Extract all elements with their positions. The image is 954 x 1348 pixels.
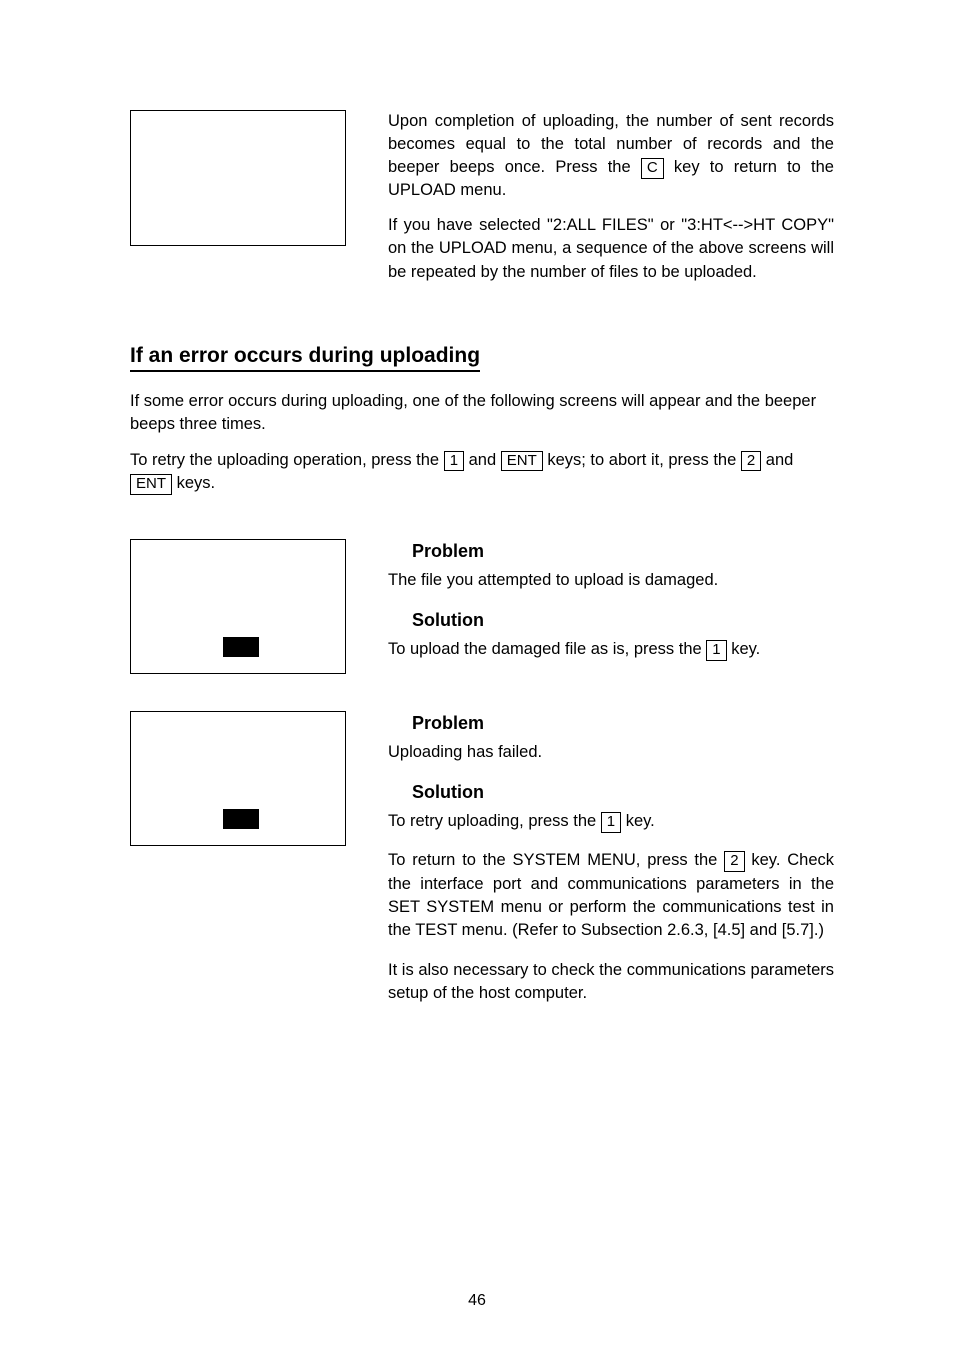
text: To return to the SYSTEM MENU, press the <box>388 851 724 869</box>
text: keys. <box>172 474 215 492</box>
case-2-row: Problem Uploading has failed. Solution T… <box>130 711 834 1021</box>
case-1-row: Problem The file you attempted to upload… <box>130 539 834 677</box>
text: and <box>464 451 501 469</box>
top-para-1: Upon completion of uploading, the number… <box>388 110 834 202</box>
intro-block: If some error occurs during uploading, o… <box>130 390 834 496</box>
top-text-block: Upon completion of uploading, the number… <box>388 110 834 296</box>
text: To retry uploading, press the <box>388 812 601 830</box>
section-heading: If an error occurs during uploading <box>130 344 480 372</box>
solution-p3: It is also necessary to check the commun… <box>388 959 834 1006</box>
solution-p1: To retry uploading, press the 1 key. <box>388 810 834 833</box>
top-row: Upon completion of uploading, the number… <box>130 110 834 296</box>
problem-label: Problem <box>412 539 834 565</box>
intro-p1: If some error occurs during uploading, o… <box>130 390 834 437</box>
solution-p2: To return to the SYSTEM MENU, press the … <box>388 849 834 943</box>
text: To upload the damaged file as is, press … <box>388 640 706 658</box>
problem-text: Uploading has failed. <box>388 741 834 764</box>
cursor-icon <box>223 809 259 829</box>
solution-label: Solution <box>412 608 834 634</box>
page-number: 46 <box>0 1292 954 1310</box>
case-2-text: Problem Uploading has failed. Solution T… <box>388 711 834 1021</box>
section-heading-wrap: If an error occurs during uploading <box>130 344 834 390</box>
cursor-icon <box>223 637 259 657</box>
text: key. <box>727 640 761 658</box>
key-1: 1 <box>706 640 726 661</box>
key-1: 1 <box>601 812 621 833</box>
screen-placeholder-failed <box>130 711 346 846</box>
problem-label: Problem <box>412 711 834 737</box>
key-ent: ENT <box>501 451 543 472</box>
text: To retry the uploading operation, press … <box>130 451 444 469</box>
solution-text: To upload the damaged file as is, press … <box>388 638 834 661</box>
key-1: 1 <box>444 451 464 472</box>
text: and <box>761 451 793 469</box>
problem-text: The file you attempted to upload is dama… <box>388 569 834 592</box>
solution-label: Solution <box>412 780 834 806</box>
screen-placeholder-complete <box>130 110 346 246</box>
text: key. <box>621 812 655 830</box>
key-2: 2 <box>724 851 744 872</box>
key-ent-2: ENT <box>130 474 172 495</box>
text: keys; to abort it, press the <box>543 451 741 469</box>
key-2: 2 <box>741 451 761 472</box>
key-c: C <box>641 158 664 179</box>
screen-placeholder-damaged <box>130 539 346 674</box>
top-para-2: If you have selected "2:ALL FILES" or "3… <box>388 214 834 283</box>
case-1-text: Problem The file you attempted to upload… <box>388 539 834 677</box>
intro-p2: To retry the uploading operation, press … <box>130 449 834 496</box>
